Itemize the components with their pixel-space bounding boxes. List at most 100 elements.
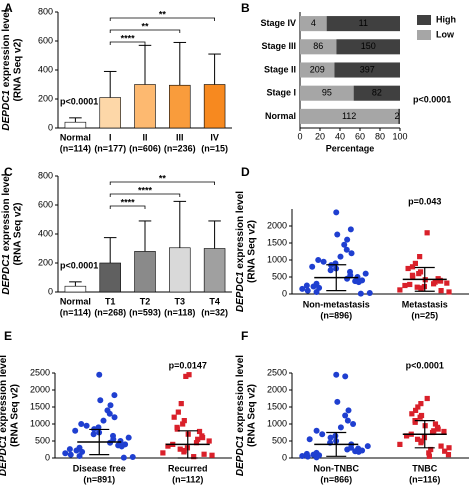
- data-point: [417, 254, 423, 260]
- data-point: [405, 265, 411, 272]
- data-point: [364, 443, 371, 450]
- data-point: [111, 414, 118, 421]
- data-point: [100, 417, 107, 424]
- panel: E 0 500 1000 1500 2000 2500 DEPDC1 expression l…: [0, 329, 232, 484]
- x-tick-label: Disease free: [73, 463, 126, 473]
- panel-label: C: [4, 165, 13, 179]
- data-point: [424, 395, 430, 402]
- y-tick-label: 1000: [267, 418, 287, 428]
- data-point: [355, 279, 362, 286]
- data-point: [118, 443, 125, 450]
- data-point: [334, 398, 341, 405]
- data-point: [403, 433, 410, 439]
- data-point: [313, 454, 320, 461]
- data-point: [418, 440, 424, 446]
- bar: [203, 248, 226, 293]
- y-tick-label: 2000: [267, 384, 287, 394]
- y-tick-label: 1500: [267, 237, 287, 247]
- y-axis-label-gene: DEPDC1: [235, 271, 246, 312]
- y-axis-label-gene: DEPDC1: [1, 254, 12, 295]
- data-point: [62, 450, 69, 457]
- data-point: [129, 453, 136, 460]
- panel: D 0 500 1000 1500 2000 DEPDC1 expression level…: [235, 165, 469, 320]
- x-tick-label: T4: [209, 296, 220, 306]
- y-tick-label: 2000: [267, 220, 287, 230]
- y-tick-label: 1500: [267, 401, 287, 411]
- data-point: [206, 438, 212, 444]
- data-point: [327, 267, 334, 274]
- data-point: [438, 288, 444, 294]
- x-tick-label: T1: [105, 296, 116, 306]
- bar: [169, 84, 191, 129]
- y-axis-label-text: expression level: [0, 355, 9, 436]
- data-point: [342, 412, 349, 419]
- y-axis-label-gene: DEPDC1: [1, 90, 12, 131]
- x-tick-label: 80: [375, 131, 385, 141]
- value-label: 95: [322, 88, 332, 98]
- y-tick-label: 600: [38, 199, 53, 209]
- y-tick-label: 200: [38, 93, 53, 103]
- data-point: [348, 250, 355, 257]
- data-point: [313, 288, 320, 295]
- data-point: [160, 450, 166, 456]
- x-tick-label: II: [142, 132, 147, 142]
- panel: F 0 500 1000 1500 2000 2500 DEPDC1 expression l…: [235, 329, 469, 484]
- x-tick-label: 0: [297, 131, 302, 141]
- data-point: [347, 226, 354, 233]
- data-point: [333, 371, 340, 378]
- data-point: [344, 236, 351, 243]
- value-label: 11: [359, 18, 368, 28]
- x-tick-sublabel: (n=606): [129, 143, 161, 153]
- y-tick-label: Stage I: [266, 88, 296, 98]
- y-axis-label: DEPDC1 expression level: [1, 173, 12, 294]
- x-tick-sublabel: (n=891): [83, 474, 115, 484]
- data-point: [429, 429, 436, 436]
- y-tick-label: 1000: [267, 254, 287, 264]
- data-point: [181, 418, 187, 424]
- data-point: [332, 432, 339, 439]
- panel-label: D: [241, 165, 250, 179]
- y-tick-label: 0: [48, 286, 53, 296]
- data-point: [446, 445, 452, 451]
- value-label: 82: [372, 88, 382, 98]
- data-point: [313, 427, 320, 434]
- data-point: [183, 373, 189, 379]
- data-point: [426, 453, 432, 459]
- bar: [64, 285, 87, 293]
- panel: B 4 11 Stage IV 86 150 Stage III 209 397 Stage II…: [241, 1, 456, 153]
- panel-label: B: [241, 1, 250, 15]
- y-tick-label: Stage IV: [260, 18, 296, 28]
- data-point: [334, 231, 341, 238]
- y-tick-label: 0: [45, 452, 50, 462]
- y-tick-label: 500: [272, 271, 287, 281]
- bar-segment: [334, 62, 400, 78]
- x-tick-sublabel: (n=177): [94, 143, 126, 153]
- x-tick-label: Non-metastasis: [303, 299, 370, 309]
- data-point: [435, 426, 441, 432]
- data-point: [424, 230, 430, 236]
- bar-segment: [300, 39, 337, 55]
- value-label: 209: [310, 64, 325, 74]
- data-point: [362, 270, 369, 277]
- data-point: [96, 371, 103, 378]
- significance-label: **: [141, 21, 149, 31]
- data-point: [357, 290, 364, 297]
- bar-segment: [398, 108, 400, 124]
- p-value: p=0.043: [408, 196, 441, 206]
- legend-swatch: [417, 30, 431, 40]
- data-point: [412, 260, 418, 266]
- y-axis-label-gene: DEPDC1: [0, 435, 9, 476]
- data-point: [426, 450, 432, 456]
- x-tick-sublabel: (n=32): [201, 307, 228, 317]
- y-tick-label: 1000: [30, 418, 50, 428]
- panel-label: A: [4, 1, 13, 15]
- p-value: p=0.0147: [169, 360, 207, 370]
- data-point: [106, 410, 113, 417]
- data-point: [310, 283, 317, 290]
- y-tick-label: 200: [38, 257, 53, 267]
- x-tick-label: Non-TNBC: [314, 463, 360, 473]
- bar: [99, 97, 121, 129]
- value-label: 86: [313, 41, 323, 51]
- y-tick-label: 0: [48, 122, 53, 132]
- x-tick-sublabel: (n=268): [94, 307, 126, 317]
